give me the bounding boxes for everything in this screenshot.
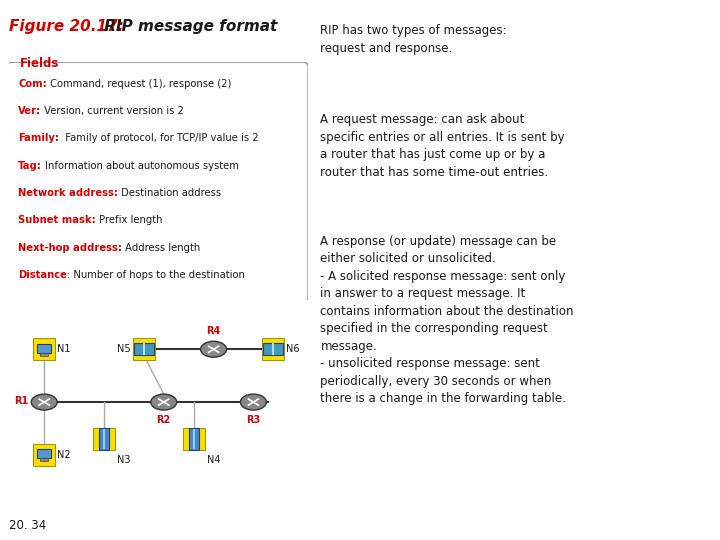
Bar [37,449,51,458]
Bar [183,428,204,450]
Ellipse shape [150,394,176,410]
Ellipse shape [201,341,227,357]
Bar [99,428,109,450]
Text: Figure 20.17:: Figure 20.17: [9,19,125,34]
Text: Ver:: Ver: [18,106,42,116]
Text: Family of protocol, for TCP/IP value is 2: Family of protocol, for TCP/IP value is … [59,133,259,144]
Bar [264,343,283,355]
Text: Subnet mask:: Subnet mask: [18,215,96,225]
Bar [189,428,199,450]
Ellipse shape [31,394,57,410]
Text: RIP has two types of messages:
request and response.: RIP has two types of messages: request a… [320,24,507,55]
Text: A response (or update) message can be
either solicited or unsolicited.
- A solic: A response (or update) message can be ei… [320,235,574,406]
Bar [40,353,48,356]
Bar [134,343,154,355]
FancyBboxPatch shape [6,62,308,302]
Text: R4: R4 [207,326,220,336]
Bar [93,428,115,450]
Text: R1: R1 [14,396,28,406]
Text: Com:: Com: [18,79,47,89]
Text: Family:: Family: [18,133,59,144]
Bar [40,458,48,461]
Ellipse shape [240,394,266,410]
Text: Fields: Fields [20,57,60,70]
Text: RIP message format: RIP message format [99,19,278,34]
Text: Network address:: Network address: [18,188,118,198]
Bar [33,444,55,466]
Text: Prefix length: Prefix length [96,215,163,225]
Text: R3: R3 [246,415,261,425]
Text: : Number of hops to the destination: : Number of hops to the destination [67,270,245,280]
Bar [133,338,155,360]
Text: Address length: Address length [122,242,201,253]
Bar [33,338,55,360]
Text: Distance: Distance [18,270,67,280]
Text: A request message: can ask about
specific entries or all entries. It is sent by
: A request message: can ask about specifi… [320,113,565,179]
Bar [37,344,51,353]
Text: Tag:: Tag: [18,161,42,171]
Text: Next-hop address:: Next-hop address: [18,242,122,253]
Text: Destination address: Destination address [118,188,222,198]
Text: N5: N5 [117,345,131,354]
Text: N3: N3 [117,455,130,465]
Text: N2: N2 [57,450,71,460]
Text: Information about autonomous system: Information about autonomous system [42,161,239,171]
Text: Command, request (1), response (2): Command, request (1), response (2) [47,79,231,89]
Bar [262,338,284,360]
Text: 20. 34: 20. 34 [9,519,47,532]
Text: N6: N6 [287,345,300,354]
Text: R2: R2 [157,415,171,425]
Text: N1: N1 [57,345,71,354]
Text: N4: N4 [207,455,220,465]
Text: Version, current version is 2: Version, current version is 2 [42,106,184,116]
